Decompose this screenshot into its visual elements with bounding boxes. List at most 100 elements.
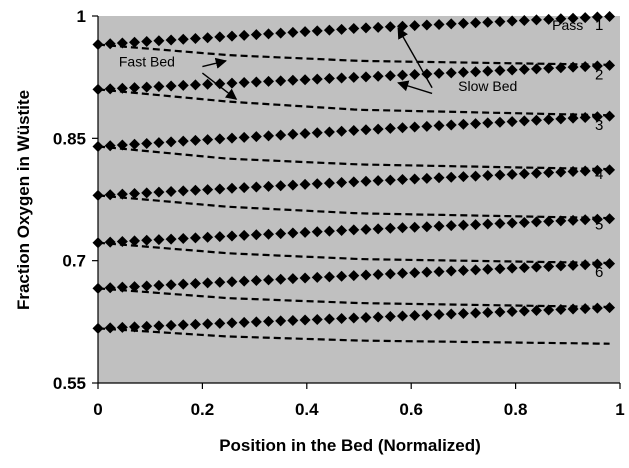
slow-bed-point [336,270,348,282]
slow-bed-point [275,75,287,87]
slow-bed-point [421,266,433,278]
slow-bed-point [214,276,226,288]
slow-bed-point [141,234,153,246]
slow-bed-point [506,15,518,27]
slow-bed-point [384,310,396,322]
slow-bed-point [311,313,323,325]
slow-bed-point [579,111,591,123]
annotation-label: Pass [552,17,583,33]
slow-bed-point [518,168,530,180]
slow-bed-point [226,30,238,42]
slow-bed-point [299,26,311,38]
slow-bed-point [165,233,177,245]
slow-bed-point [238,316,250,328]
slow-bed-point [518,115,530,127]
slow-bed-point [445,18,457,30]
arrow-layer [201,27,433,100]
slow-bed-point [323,225,335,237]
y-tick-label: 1 [77,7,86,26]
annotation-arrow [202,57,227,69]
slow-bed-point [360,175,372,187]
slow-bed-point [530,305,542,317]
slow-bed-point [543,13,555,25]
slow-bed-point [445,67,457,79]
x-tick-label: 0.8 [504,400,528,419]
slow-bed-point [409,309,421,321]
slow-bed-point [348,312,360,324]
slow-bed-point [189,232,201,244]
slow-bed-point [275,228,287,240]
slow-bed-point [165,319,177,331]
slow-bed-point [397,222,408,234]
slow-bed-point [275,180,287,192]
slow-bed-point [336,72,348,84]
slow-bed-point [348,125,360,137]
slow-bed-point [263,130,275,142]
y-tick-label: 0.85 [53,129,86,148]
slow-bed-point [299,226,311,238]
slow-bed-point [579,214,591,226]
slow-bed-point [433,266,445,278]
x-tick-label: 0 [93,400,102,419]
slow-bed-point [445,308,457,320]
slow-bed-point [323,313,335,325]
y-tick-label: 0.7 [62,252,86,271]
slow-bed-point [457,118,469,130]
slow-bed-point [591,213,603,225]
slow-bed-point [323,177,335,189]
slow-bed-point [470,307,482,319]
slow-bed-point [104,322,116,334]
slow-bed-point [336,312,348,324]
slow-bed-point [153,35,165,47]
slow-bed-point [141,35,153,47]
x-tick-label: 0.2 [191,400,215,419]
slow-bed-point [397,174,408,186]
slow-bed-point [555,304,567,316]
slow-bed-point [116,139,128,151]
slow-bed-point [470,170,482,182]
slow-bed-point [226,132,238,144]
slow-bed-point [579,259,591,271]
slow-bed-point [336,225,348,237]
slow-bed-point [153,137,165,149]
slow-bed-point [604,164,616,176]
slow-bed-point [384,122,396,134]
slow-bed-point [372,223,384,235]
slow-bed-point [421,68,433,80]
slow-bed-point [591,164,603,176]
slow-bed-point [543,304,555,316]
slow-bed-point [153,320,165,332]
slow-bed-point [311,271,323,283]
slow-bed-point [555,260,567,272]
slow-bed-point [567,259,579,271]
slow-bed-point [555,113,567,125]
slow-bed-point [311,73,323,85]
slow-bed-point [372,70,384,82]
slow-bed-point [202,184,214,196]
slow-bed-point [250,29,262,41]
slow-bed-series [92,164,616,201]
slow-bed-point [263,315,275,327]
slow-bed-point [604,302,616,314]
slow-bed-point [348,224,360,236]
slow-bed-point [567,112,579,124]
slow-bed-point [189,79,201,91]
slow-bed-point [457,171,469,183]
slow-bed-point [433,18,445,30]
slow-bed-point [409,20,421,32]
plot-area [98,16,620,383]
slow-bed-point [409,173,421,185]
slow-bed-point [214,31,226,43]
slow-bed-point [275,315,287,327]
pass-number-label: 1 [595,17,603,34]
slow-bed-point [372,123,384,135]
slow-bed-point [530,261,542,273]
slow-bed-point [567,166,579,178]
slow-bed-point [311,25,323,37]
slow-bed-point [579,165,591,177]
slow-bed-point [177,232,189,244]
slow-bed-point [165,136,177,148]
slow-bed-point [372,21,384,33]
slow-bed-point [238,77,250,89]
